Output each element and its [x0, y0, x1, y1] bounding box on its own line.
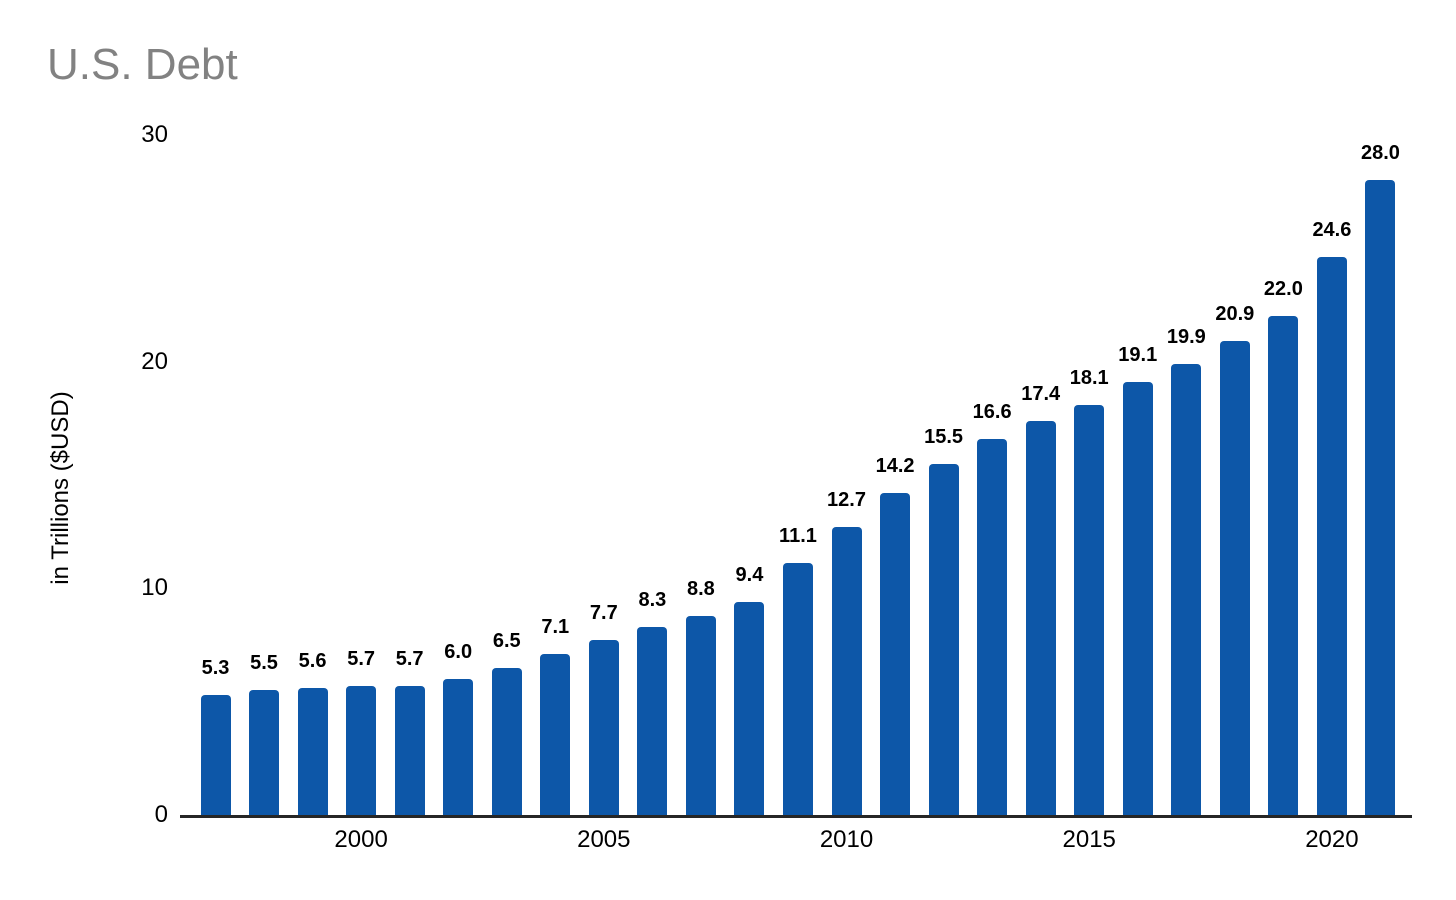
- bar-value-label: 5.5: [250, 652, 278, 675]
- bar-value-label: 15.5: [924, 425, 964, 448]
- bar-value-label: 5.7: [395, 647, 424, 670]
- bar-2001: [394, 685, 425, 815]
- chart-title: U.S. Debt: [47, 40, 238, 89]
- bar-value-label: 5.6: [298, 650, 327, 673]
- bar-value-label: 9.4: [735, 563, 764, 586]
- bar-2004: [540, 654, 571, 815]
- bar-value-label: 6.0: [444, 641, 473, 663]
- bar-value-label: 7.1: [541, 616, 570, 639]
- bar-2007: [685, 615, 716, 815]
- bar-value-label: 8.3: [638, 588, 667, 611]
- bar-2020: [1316, 257, 1347, 815]
- y-axis-title: in Trillions ($USD): [47, 391, 74, 585]
- bar-2005: [588, 640, 619, 815]
- bar-1997: [200, 694, 231, 815]
- x-tick-label: 2010: [819, 826, 874, 853]
- x-axis-line: [180, 815, 1412, 818]
- plot-area: 5.3 5.5 5.6 5.7 5.7 6.0 6.5 7.1 7.7 8.3 8.8 9.4 11.1…: [180, 135, 1412, 818]
- bar-1999: [297, 688, 328, 815]
- bar-2002: [443, 679, 474, 815]
- bar-2008: [734, 601, 765, 815]
- bar-value-label: 7.7: [589, 602, 618, 625]
- bar-value-label: 5.3: [201, 656, 230, 679]
- bar-2015: [1074, 404, 1105, 815]
- y-tick-label: 10: [141, 574, 168, 602]
- bar-2009: [782, 563, 813, 815]
- bar-value-label: 22.0: [1263, 278, 1303, 301]
- bar-value-label: 17.4: [1021, 382, 1061, 405]
- bar-2013: [977, 438, 1008, 815]
- bar-2000: [346, 685, 377, 815]
- x-tick-label: 2015: [1062, 826, 1116, 853]
- x-tick-label: 2000: [334, 826, 388, 853]
- x-tick-label: 2020: [1305, 826, 1359, 853]
- bar-2003: [491, 667, 522, 815]
- y-tick-label: 0: [154, 801, 168, 828]
- bar-2012: [928, 463, 959, 815]
- x-tick-label: 2005: [577, 826, 631, 853]
- bar-2011: [880, 493, 911, 815]
- bar-value-label: 24.6: [1312, 219, 1352, 242]
- bar-2021: [1365, 180, 1396, 815]
- bar-2010: [831, 527, 862, 815]
- bar-2014: [1025, 420, 1056, 815]
- bar-value-label: 19.1: [1118, 344, 1158, 367]
- bar-value-label: 8.8: [686, 577, 715, 600]
- bar-value-label: 5.7: [347, 647, 376, 670]
- bar-2017: [1171, 363, 1202, 815]
- bar-2018: [1219, 341, 1250, 815]
- bar-value-label: 16.6: [972, 400, 1012, 423]
- bar-value-label: 14.2: [875, 455, 915, 478]
- bar-2006: [637, 626, 668, 815]
- bar-2016: [1122, 382, 1153, 815]
- bar-value-label: 19.9: [1166, 325, 1206, 348]
- bar-value-label: 20.9: [1215, 303, 1255, 326]
- bar-value-label: 18.1: [1069, 366, 1109, 389]
- bar-value-label: 11.1: [779, 525, 817, 548]
- bar-value-label: 6.5: [492, 629, 521, 652]
- bar-value-label: 28.0: [1360, 142, 1400, 165]
- bar-2019: [1268, 316, 1299, 815]
- y-tick-label: 20: [141, 347, 168, 375]
- bar-value-label: 12.7: [827, 489, 866, 512]
- y-tick-label: 30: [141, 121, 168, 148]
- bar-1998: [249, 690, 280, 815]
